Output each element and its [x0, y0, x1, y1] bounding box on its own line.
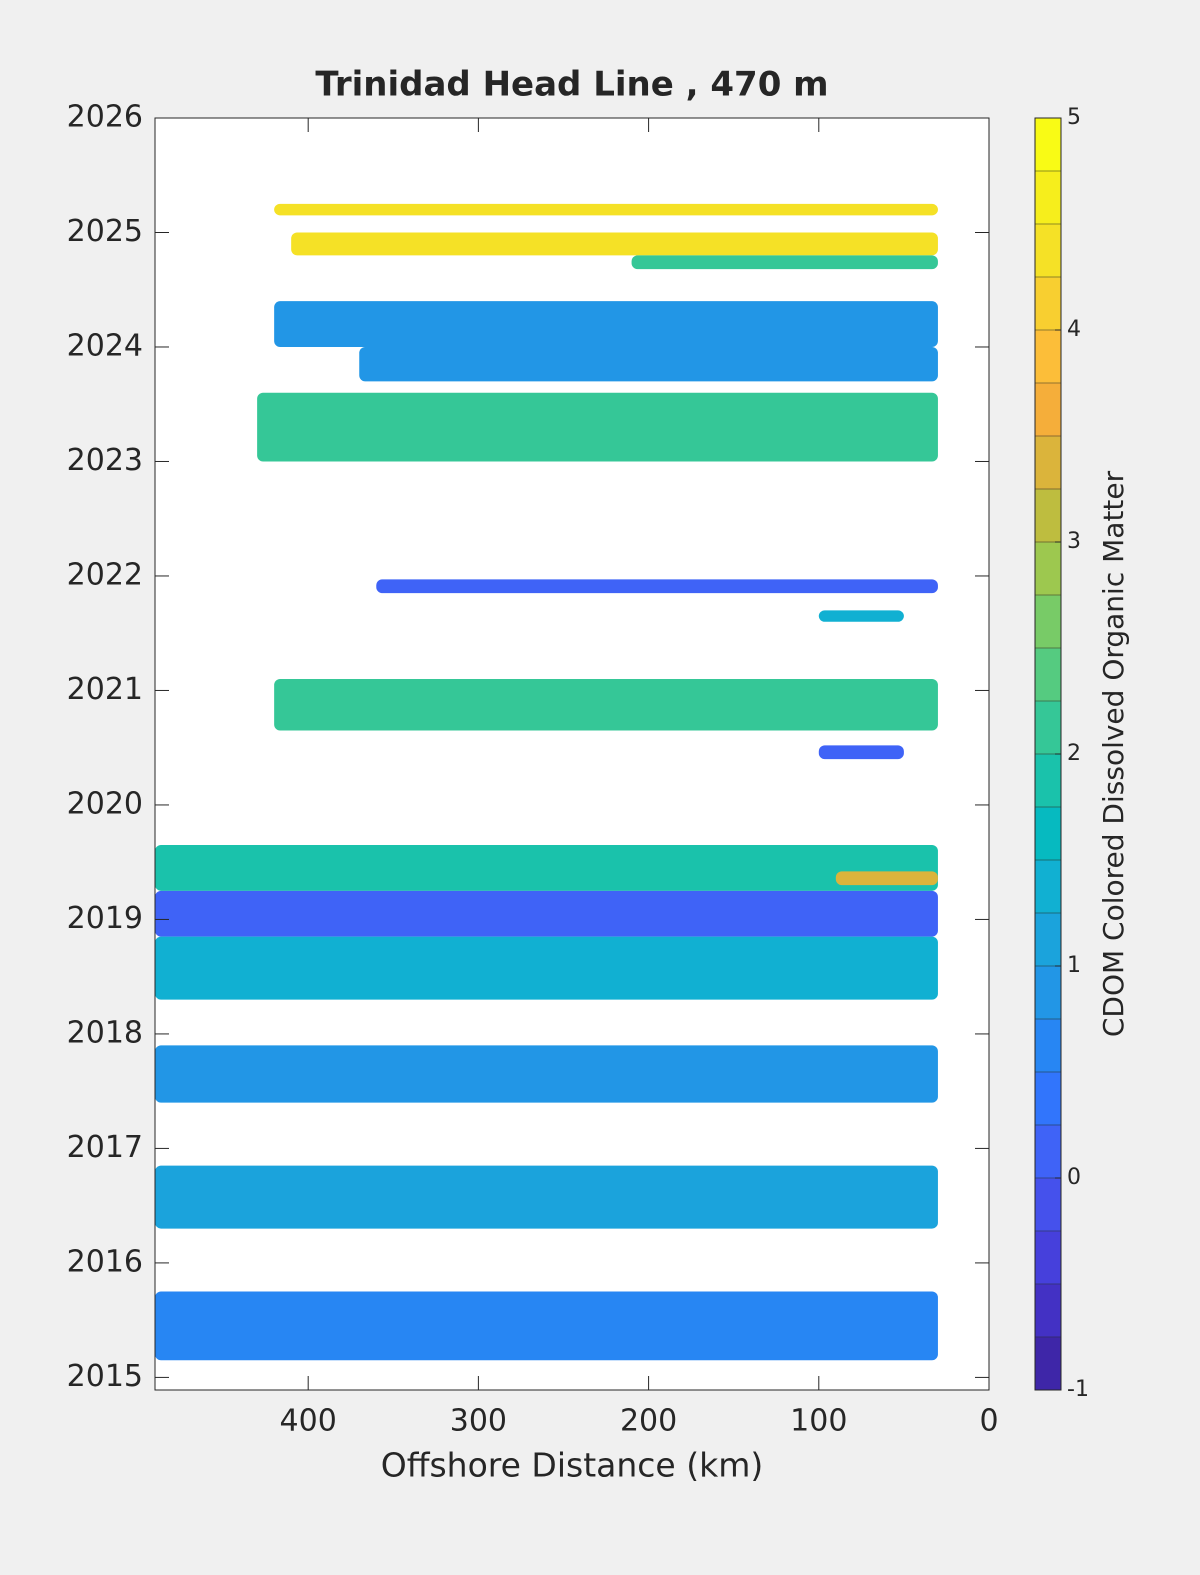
colorbar-swatch: [1035, 489, 1061, 543]
colorbar-swatch: [1035, 860, 1061, 914]
contour-patch: [631, 255, 938, 270]
colorbar-swatch: [1035, 648, 1061, 702]
y-tick-label: 2021: [67, 672, 143, 707]
contour-patch: [274, 203, 938, 216]
contour-patch: [359, 346, 938, 382]
y-tick-label: 2016: [67, 1244, 143, 1279]
colorbar-tick-label: 3: [1067, 529, 1081, 554]
colorbar-tick-label: 4: [1067, 317, 1081, 342]
contour-patch: [155, 1045, 938, 1103]
contour-patch: [291, 232, 938, 256]
contour-patch: [155, 845, 938, 891]
colorbar-swatch: [1035, 1337, 1061, 1391]
contour-patch: [835, 871, 938, 886]
colorbar-tick-label: 5: [1067, 105, 1081, 130]
x-axis-label: Offshore Distance (km): [381, 1446, 763, 1485]
colorbar-swatch: [1035, 383, 1061, 437]
x-tick-label: 300: [450, 1404, 507, 1439]
contour-patch: [155, 1291, 938, 1361]
x-tick-label: 0: [979, 1404, 998, 1439]
colorbar-swatch: [1035, 966, 1061, 1020]
y-tick-label: 2023: [67, 443, 143, 478]
colorbar-swatch: [1035, 595, 1061, 649]
colorbar-swatch: [1035, 118, 1061, 172]
y-tick-label: 2020: [67, 786, 143, 821]
colorbar-swatch: [1035, 1072, 1061, 1126]
contour-patch: [376, 579, 938, 594]
colorbar-tick-label: 2: [1067, 741, 1081, 766]
colorbar-swatch: [1035, 330, 1061, 384]
y-tick-label: 2015: [67, 1359, 143, 1394]
colorbar-swatch: [1035, 542, 1061, 596]
colorbar-swatch: [1035, 224, 1061, 278]
chart-title: Trinidad Head Line , 470 m: [315, 65, 828, 105]
contour-patch: [155, 890, 938, 937]
colorbar-swatch: [1035, 754, 1061, 808]
contour-patch: [274, 301, 938, 347]
y-tick-label: 2026: [67, 100, 143, 135]
colorbar-swatch: [1035, 436, 1061, 490]
axes-box: [154, 117, 990, 1391]
y-tick-label: 2022: [67, 557, 143, 592]
colorbar-swatch: [1035, 277, 1061, 331]
contour-patch: [818, 745, 904, 760]
contour-patch: [155, 1165, 938, 1229]
colorbar-tick-label: 1: [1067, 953, 1081, 978]
colorbar-tick-label: 0: [1067, 1165, 1081, 1190]
colorbar-swatch: [1035, 1178, 1061, 1232]
colorbar-tick-label: -1: [1067, 1377, 1089, 1402]
contour-patch: [155, 936, 938, 1000]
x-tick-label: 100: [790, 1404, 847, 1439]
colorbar-swatch: [1035, 807, 1061, 861]
colorbar-swatch: [1035, 1019, 1061, 1073]
x-tick-label: 200: [620, 1404, 677, 1439]
colorbar-swatch: [1035, 1284, 1061, 1338]
colorbar-swatch: [1035, 1125, 1061, 1179]
contour-patch: [818, 610, 904, 622]
contour-patch: [274, 679, 938, 731]
y-tick-label: 2024: [67, 328, 143, 363]
x-tick-label: 400: [280, 1404, 337, 1439]
contour-patch: [257, 392, 938, 462]
y-tick-label: 2019: [67, 901, 143, 936]
colorbar-swatch: [1035, 913, 1061, 967]
y-tick-label: 2017: [67, 1130, 143, 1165]
colorbar-swatch: [1035, 1231, 1061, 1285]
colorbar-swatch: [1035, 171, 1061, 225]
y-tick-label: 2025: [67, 214, 143, 249]
y-tick-label: 2018: [67, 1015, 143, 1050]
colorbar-swatch: [1035, 701, 1061, 755]
colorbar-label: CDOM Colored Dissolved Organic Matter: [1097, 470, 1130, 1037]
